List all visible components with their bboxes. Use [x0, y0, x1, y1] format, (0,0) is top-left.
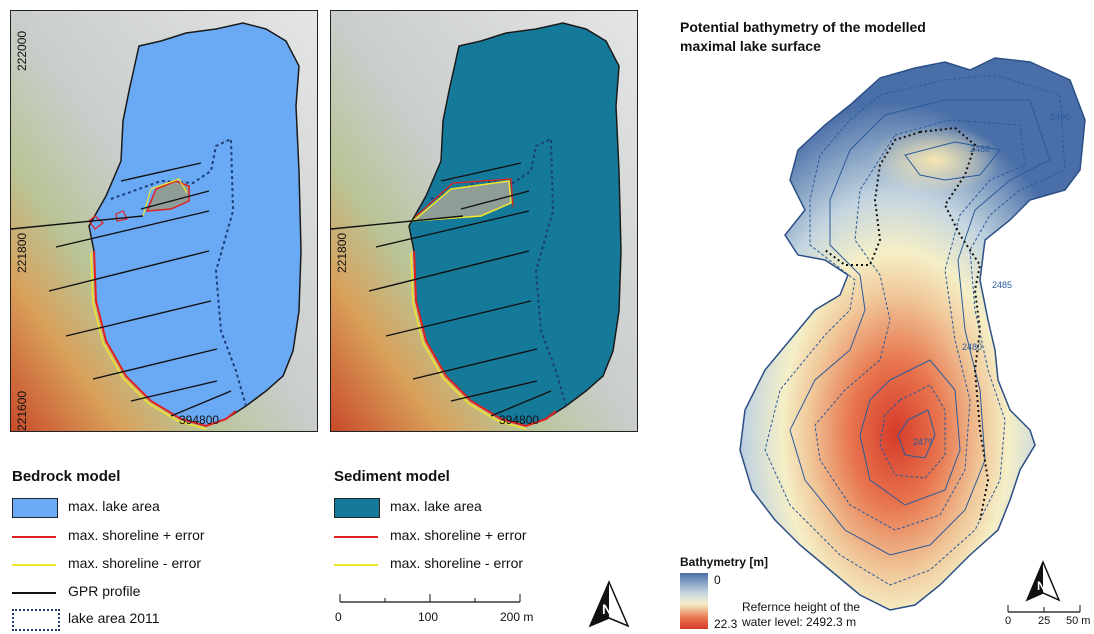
reference-height-line2: water level: 2492.3 m	[742, 615, 857, 629]
legend-line-shoreline-minus-sediment	[334, 564, 378, 566]
lake-area-2011-outline-west	[824, 131, 921, 266]
sediment-legend-title: Sediment model	[334, 468, 450, 485]
shoreline-minus-error	[90, 252, 207, 430]
legend-label-gpr: GPR profile	[68, 583, 141, 599]
contour-label-2490: 2490	[1050, 112, 1070, 122]
svg-text:N: N	[1037, 579, 1046, 593]
legend-label-lake-2011: lake area 2011	[68, 610, 160, 626]
bedrock-legend-title: Bedrock model	[12, 468, 121, 485]
scalebar-tick-100: 100	[418, 610, 439, 624]
legend-label-lake-area-sediment: max. lake area	[390, 498, 482, 514]
scalebar-tick-0: 0	[335, 610, 342, 624]
island-shoreline	[414, 178, 514, 218]
bathymetry-color-ramp	[680, 573, 708, 629]
bathymetry-legend-title: Bathymetry [m]	[680, 555, 769, 569]
y-tick-bottom: 221600	[15, 390, 29, 431]
small-scalebar-tick-50: 50 m	[1066, 615, 1091, 627]
legend-line-gpr	[12, 592, 56, 594]
small-scalebar-tick-25: 25	[1038, 615, 1051, 627]
legend-label-lake-area: max. lake area	[68, 498, 160, 514]
shoreline-plus-error	[413, 250, 557, 428]
main-scalebar	[339, 594, 521, 603]
reference-height-line1: Refernce height of the	[742, 600, 861, 614]
north-arrow-icon: N	[588, 580, 630, 628]
contour-lines	[764, 74, 1066, 586]
y-tick-top: 222000	[15, 30, 29, 71]
legend-label-shoreline-plus-sediment: max. shoreline + error	[390, 527, 527, 543]
bedrock-map-canvas	[11, 11, 317, 431]
x-tick: 394800	[179, 413, 220, 427]
small-scalebar-tick-0: 0	[1005, 615, 1012, 627]
legend-swatch-lake-area	[12, 498, 58, 518]
island-shoreline	[142, 178, 188, 217]
gpr-profiles	[331, 162, 552, 417]
bathymetry-legend-max: 0	[714, 573, 721, 587]
bathymetry-title: Potential bathymetry of the modelled max…	[680, 19, 926, 54]
sediment-map-panel: 221800 394800	[330, 10, 638, 432]
lake-area-2011	[110, 137, 247, 407]
north-arrow-small-icon: N	[1025, 560, 1061, 602]
bedrock-map-panel: 222000 221800 221600 394800	[10, 10, 318, 432]
legend-line-shoreline-minus	[12, 564, 56, 566]
svg-text:N: N	[602, 601, 612, 617]
lake-bathymetry-fill	[739, 57, 1086, 611]
legend-label-shoreline-minus: max. shoreline - error	[68, 555, 202, 571]
shoreline-minus-error	[410, 252, 527, 430]
x-tick: 394800	[499, 413, 540, 427]
y-tick-mid: 221800	[335, 232, 349, 273]
contour-label-2485: 2485	[992, 280, 1012, 290]
sediment-map-canvas	[331, 11, 637, 431]
contour-label-2488: 2488	[970, 144, 990, 154]
bathymetry-legend-min: 22.3	[714, 617, 738, 631]
gpr-profiles	[11, 162, 232, 417]
legend-line-shoreline-plus-sediment	[334, 536, 378, 538]
island-bedrock	[145, 180, 190, 212]
legend-box-lake-2011	[12, 609, 60, 631]
legend-label-shoreline-plus: max. shoreline + error	[68, 527, 205, 543]
small-scalebar	[1007, 605, 1081, 613]
legend-line-shoreline-plus	[12, 536, 56, 538]
bathymetry-map: 2490 2488 2485 2480 2479	[739, 57, 1086, 611]
legend-swatch-lake-area-sediment	[334, 498, 380, 518]
shoreline-plus-error	[93, 250, 237, 428]
lake-area-2011-outline	[919, 126, 990, 521]
y-tick-mid: 221800	[15, 232, 29, 273]
shallow-basin	[870, 125, 1000, 195]
contour-label-2479: 2479	[913, 437, 933, 447]
legend-label-shoreline-minus-sediment: max. shoreline - error	[390, 555, 524, 571]
island-sediment	[410, 180, 512, 222]
scalebar-tick-200: 200 m	[500, 610, 534, 624]
contour-label-2480: 2480	[962, 342, 982, 352]
